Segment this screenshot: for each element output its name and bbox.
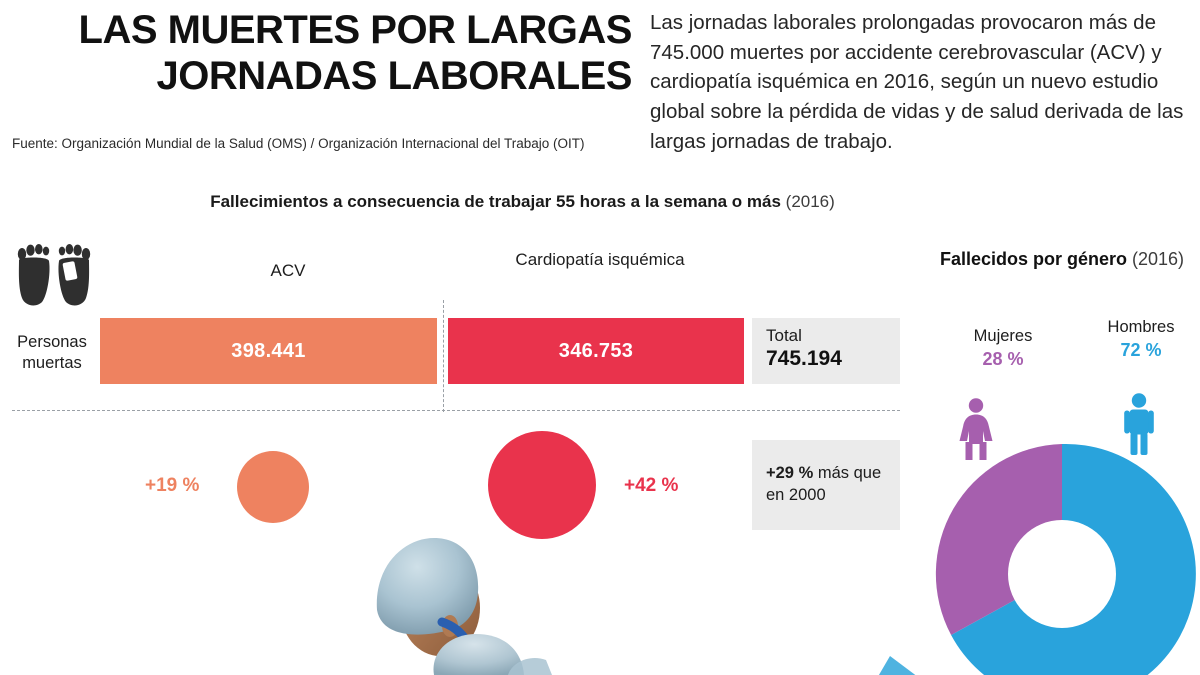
bar-cardiopatia: 346.753	[448, 318, 744, 384]
gender-donut-chart	[928, 440, 1196, 675]
page-title: LAS MUERTES POR LARGAS JORNADAS LABORALE…	[60, 8, 633, 99]
category-label-cardiopatia: Cardiopatía isquémica	[515, 250, 685, 269]
bubble-cardiopatia	[488, 431, 596, 539]
bubble-acv	[237, 451, 309, 523]
increase-value-acv: +19 %	[145, 475, 200, 496]
horizontal-divider-dashed	[12, 410, 900, 411]
source-credit: Fuente: Organización Mundial de la Salud…	[12, 136, 585, 151]
bar-value-acv: 398.441	[231, 339, 306, 362]
total-value: 745.194	[766, 347, 842, 370]
growth-note-text: más que en 2000	[766, 464, 882, 505]
chart-subtitle-year: (2016)	[785, 192, 835, 211]
total-label: Total	[766, 326, 802, 345]
gender-section-title: Fallecidos por género (2016)	[930, 248, 1194, 271]
page-title-line1: LAS MUERTES POR LARGAS	[78, 8, 633, 52]
woman-figure-icon	[956, 398, 996, 460]
gender-title-main: Fallecidos por género	[939, 249, 1127, 269]
total-box: Total 745.194	[752, 318, 900, 384]
growth-note-value: +29 %	[766, 464, 814, 482]
bar-value-cardiopatia: 346.753	[558, 339, 634, 362]
blue-wedge-accent	[876, 650, 922, 675]
page-title-line2: JORNADAS LABORALES	[156, 53, 633, 98]
man-figure-icon	[1119, 393, 1159, 455]
gender-legend-women: Mujeres 28 %	[925, 327, 1081, 370]
row-label-line1: Personas	[17, 333, 87, 351]
gender-legend-men: Hombres 72 %	[1085, 318, 1197, 361]
donut-hole	[1008, 520, 1116, 628]
row-label-personas-muertas: Personas muertas	[6, 332, 98, 373]
row-label-line2: muertas	[22, 353, 82, 372]
increase-value-cardiopatia: +42 %	[624, 475, 679, 496]
bar-acv: 398.441	[100, 318, 437, 384]
chart-subtitle-main: Fallecimientos a consecuencia de trabaja…	[210, 192, 781, 211]
chart-subtitle: Fallecimientos a consecuencia de trabaja…	[0, 192, 1045, 212]
gender-legend-men-value: 72 %	[1120, 339, 1162, 360]
gender-legend-women-value: 28 %	[982, 348, 1024, 369]
feet-toe-tag-icon	[16, 244, 94, 308]
intro-paragraph: Las jornadas laborales prolongadas provo…	[650, 11, 1184, 153]
medical-workers-photo	[330, 530, 690, 675]
vertical-divider-dashed	[443, 300, 444, 412]
category-label-acv: ACV	[270, 261, 306, 280]
growth-note: +29 % más que en 2000	[766, 462, 890, 507]
gender-legend-women-label: Mujeres	[973, 327, 1033, 345]
gender-title-year: (2016)	[1132, 249, 1185, 269]
gender-legend-men-label: Hombres	[1107, 318, 1175, 336]
growth-note-box: +29 % más que en 2000	[752, 440, 900, 530]
